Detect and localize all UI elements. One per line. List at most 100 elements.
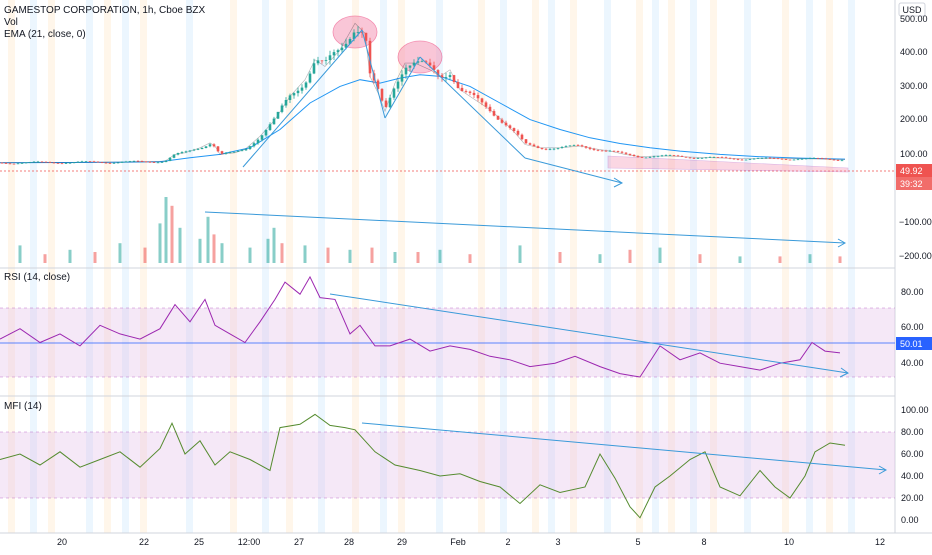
candle-body — [452, 75, 456, 82]
candle-body — [100, 162, 104, 163]
candle-body — [728, 157, 732, 159]
trendlines — [204, 29, 888, 475]
trendline-rsi[interactable] — [329, 293, 849, 374]
candle-body — [36, 161, 40, 163]
candle-body — [324, 60, 328, 61]
session-band — [104, 0, 111, 533]
volume-tick: −200.00 — [899, 251, 932, 261]
trendline-arrow-1[interactable] — [524, 157, 623, 184]
candle-body — [700, 157, 704, 159]
session-band — [668, 0, 675, 533]
candle-layer — [0, 26, 844, 165]
trendline-mfi[interactable] — [361, 422, 887, 471]
candle-body — [784, 159, 788, 160]
wedge-highlight[interactable] — [607, 155, 849, 173]
volume-bar — [778, 256, 782, 263]
candle-body — [332, 52, 336, 56]
candle-body — [444, 77, 448, 78]
candle-body — [448, 75, 452, 77]
candle-body — [436, 70, 440, 76]
candle-body — [492, 111, 496, 116]
candle-body — [300, 87, 304, 91]
session-band — [380, 0, 387, 533]
session-band — [848, 0, 855, 533]
last-price-badge — [896, 164, 932, 177]
session-band — [690, 0, 697, 533]
trendline-volume[interactable] — [204, 211, 846, 244]
volume-bar — [212, 234, 216, 263]
candle-body — [404, 67, 408, 75]
session-band — [318, 0, 325, 533]
candle-body — [628, 153, 632, 155]
volume-bar — [698, 254, 702, 263]
candle-body — [476, 95, 480, 99]
rsi-current-badge — [896, 337, 932, 350]
candle-body — [756, 158, 760, 159]
mfi-tick: 80.00 — [901, 427, 924, 437]
trendline-drop-1[interactable] — [361, 29, 386, 119]
candle-body — [308, 73, 312, 83]
candle-body — [828, 159, 832, 160]
candle-body — [748, 159, 752, 160]
candle-body — [668, 155, 672, 156]
candle-body — [192, 149, 196, 151]
session-band — [744, 0, 751, 533]
candle-body — [104, 162, 108, 164]
mfi-line — [0, 413, 846, 519]
currency-badge-label: USD — [902, 5, 922, 15]
session-band — [806, 0, 813, 533]
trendline-rise-2[interactable] — [384, 56, 421, 119]
candle-body — [796, 159, 800, 161]
candle-body — [800, 158, 804, 160]
chart-title: GAMESTOP CORPORATION, 1h, Cboe BZX — [4, 5, 205, 16]
volume-bar — [598, 254, 602, 263]
candle-body — [488, 106, 492, 112]
volume-bar — [143, 247, 147, 263]
candle-body — [256, 139, 260, 144]
candle-body — [340, 47, 344, 51]
arrowhead-2 — [837, 238, 847, 248]
candle-body — [348, 39, 352, 44]
candle-body — [768, 157, 772, 159]
candle-body — [136, 160, 140, 162]
candle-body — [176, 153, 180, 155]
candle-body — [220, 151, 224, 154]
candle-body — [292, 93, 296, 96]
volume-bar — [628, 249, 632, 263]
candle-body — [96, 161, 100, 163]
volume-bar — [220, 243, 224, 263]
volume-bar — [266, 238, 270, 263]
candle-body — [712, 157, 716, 158]
trendline-drop-2[interactable] — [419, 56, 526, 159]
rsi-label: RSI (14, close) — [4, 272, 70, 283]
session-bands — [8, 0, 855, 533]
candle-body — [428, 62, 432, 66]
candle-body — [588, 147, 592, 149]
session-band — [352, 0, 359, 533]
volume-bar — [468, 254, 472, 263]
candle-body — [612, 150, 616, 152]
session-band — [532, 0, 539, 533]
candle-body — [660, 155, 664, 157]
candle-body — [236, 151, 240, 152]
session-band — [8, 0, 15, 533]
candle-body — [284, 100, 288, 106]
candle-body — [388, 97, 392, 108]
mfi-tick: 60.00 — [901, 449, 924, 459]
session-band — [398, 0, 405, 533]
candle-body — [568, 145, 572, 147]
candle-body — [376, 80, 380, 89]
candle-body — [620, 151, 624, 153]
candle-body — [584, 146, 588, 148]
rsi-tick: 80.00 — [901, 287, 924, 297]
candle-body — [664, 155, 668, 156]
trendline-rise-1[interactable] — [242, 29, 363, 168]
candle-body — [644, 157, 648, 159]
candle-body — [760, 157, 764, 159]
time-tick: 12:00 — [238, 537, 261, 547]
currency-badge[interactable] — [898, 2, 926, 17]
candle-body — [408, 65, 412, 68]
candle-body — [240, 150, 244, 152]
rsi-line — [0, 275, 841, 378]
